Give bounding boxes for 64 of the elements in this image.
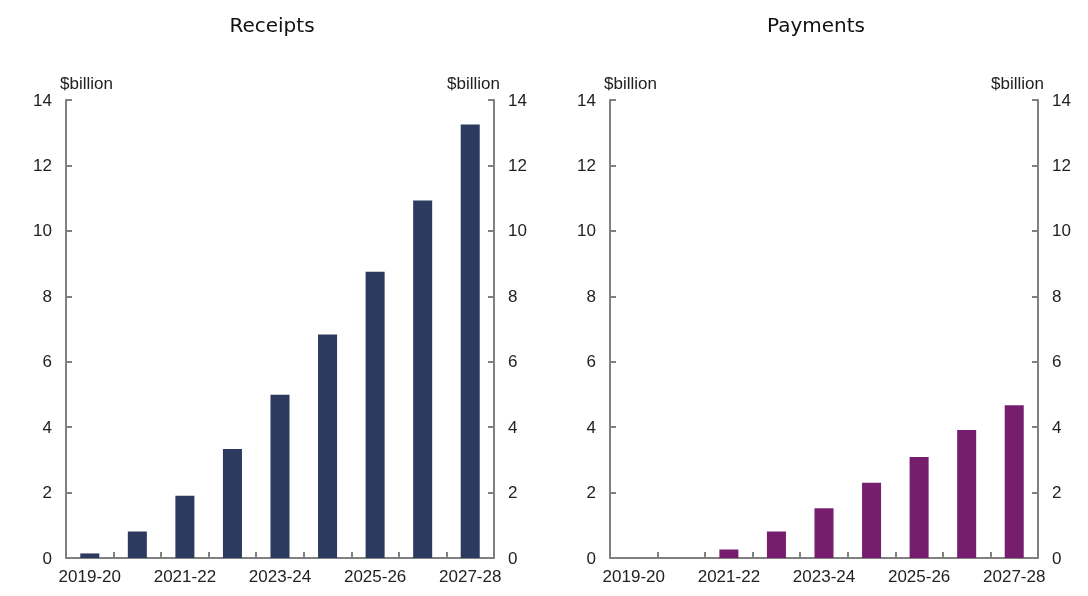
y-tick-label: 14 — [577, 90, 596, 110]
y2-axis-title: $billion — [447, 74, 500, 93]
y-tick-label: 12 — [577, 155, 596, 175]
x-tick-label: 2021-22 — [697, 567, 761, 586]
x-tick-label: 2021-22 — [153, 567, 217, 586]
y2-tick-label: 14 — [508, 90, 527, 110]
y-tick-label: 2 — [586, 483, 596, 503]
y-tick-label: 10 — [33, 221, 52, 241]
y2-tick-label: 12 — [1052, 155, 1071, 175]
y-tick-label: 6 — [42, 352, 52, 372]
bar — [175, 495, 195, 558]
y2-tick-label: 2 — [508, 483, 518, 503]
y2-tick-label: 10 — [1052, 221, 1071, 241]
bar — [909, 456, 929, 558]
y2-tick-label: 0 — [1052, 548, 1062, 568]
y2-axis-title: $billion — [991, 74, 1044, 93]
bar — [957, 430, 977, 558]
bar — [127, 531, 147, 558]
chart-title: Receipts — [229, 13, 315, 37]
bar — [318, 334, 338, 558]
y2-tick-label: 12 — [508, 155, 527, 175]
chart-title: Payments — [767, 13, 865, 37]
y2-tick-label: 4 — [1052, 417, 1062, 437]
y-tick-label: 10 — [577, 221, 596, 241]
y-tick-label: 6 — [586, 352, 596, 372]
x-tick-label: 2019-20 — [58, 567, 121, 586]
y-tick-label: 4 — [586, 417, 596, 437]
bar — [814, 508, 834, 558]
y2-tick-label: 6 — [508, 352, 518, 372]
y-axis-title: $billion — [60, 74, 113, 93]
x-tick-label: 2019-20 — [602, 567, 665, 586]
y2-tick-label: 0 — [508, 548, 518, 568]
y2-tick-label: 8 — [1052, 286, 1062, 306]
y2-tick-label: 6 — [1052, 352, 1062, 372]
y-tick-label: 2 — [42, 483, 52, 503]
y-tick-label: 4 — [42, 417, 52, 437]
bar — [862, 482, 882, 558]
y-axis-title: $billion — [604, 74, 657, 93]
y-tick-label: 8 — [586, 286, 596, 306]
bar — [270, 394, 290, 558]
y2-tick-label: 8 — [508, 286, 518, 306]
y2-tick-label: 4 — [508, 417, 518, 437]
x-tick-label: 2025-26 — [343, 567, 407, 586]
y2-tick-label: 2 — [1052, 483, 1062, 503]
bar — [80, 553, 100, 558]
bar — [460, 124, 480, 558]
bar — [719, 549, 739, 558]
x-tick-label: 2023-24 — [248, 567, 312, 586]
bar — [222, 449, 242, 558]
bar — [766, 531, 786, 558]
y-tick-label: 12 — [33, 155, 52, 175]
bar — [1004, 405, 1024, 558]
x-tick-label: 2027-28 — [983, 567, 1046, 586]
y2-tick-label: 10 — [508, 221, 527, 241]
x-tick-label: 2027-28 — [439, 567, 502, 586]
y-tick-label: 0 — [586, 548, 596, 568]
y-tick-label: 14 — [33, 90, 52, 110]
y2-tick-label: 14 — [1052, 90, 1071, 110]
y-tick-label: 8 — [42, 286, 52, 306]
y-tick-label: 0 — [42, 548, 52, 568]
x-tick-label: 2025-26 — [887, 567, 951, 586]
bar — [413, 200, 433, 558]
x-tick-label: 2023-24 — [792, 567, 856, 586]
bar — [365, 271, 385, 558]
